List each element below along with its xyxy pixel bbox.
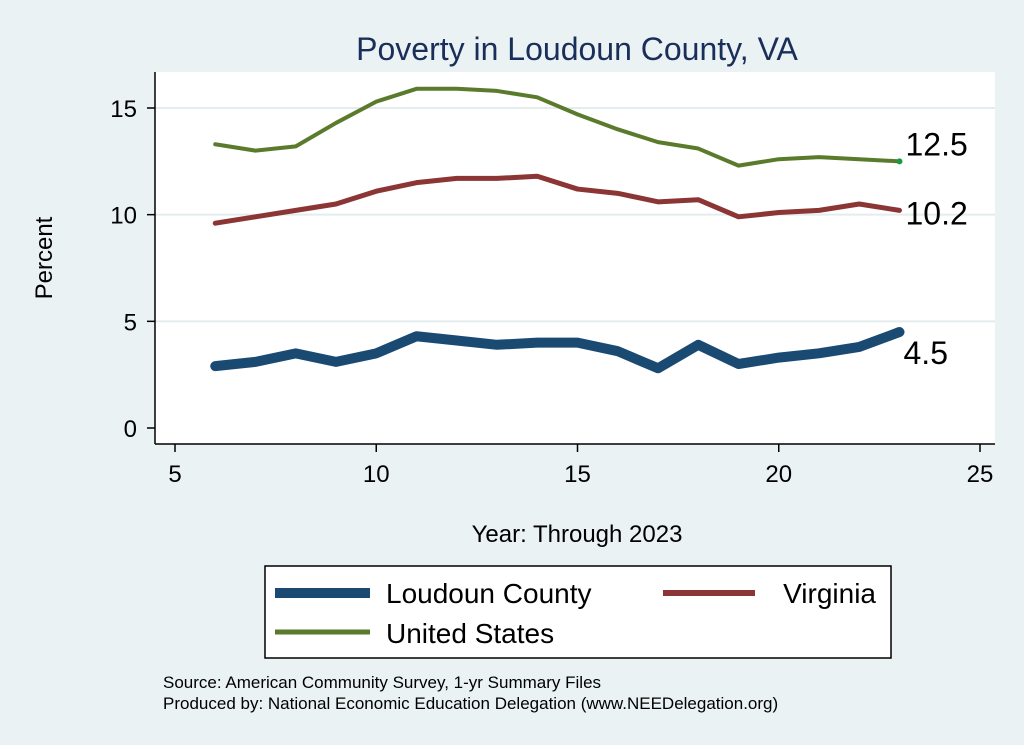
- source-note: Source: American Community Survey, 1-yr …: [163, 673, 601, 692]
- series-line-virginia: [212, 173, 902, 226]
- y-tick-label: 10: [110, 203, 137, 230]
- legend: Loudoun County Virginia United States: [264, 565, 892, 659]
- legend-label-loudoun: Loudoun County: [386, 578, 592, 609]
- y-ticks: 0 5 10 15: [110, 96, 155, 443]
- x-tick-label: 5: [168, 461, 181, 488]
- y-tick-label: 15: [110, 96, 137, 123]
- y-axis-label: Percent: [31, 216, 58, 299]
- end-label-virginia: 10.2: [906, 195, 968, 231]
- end-labels: 4.5 10.2 12.5: [904, 126, 968, 371]
- legend-label-virginia: Virginia: [783, 578, 876, 609]
- y-tick-label: 5: [124, 309, 137, 336]
- end-label-loudoun: 4.5: [904, 335, 948, 371]
- x-axis-label: Year: Through 2023: [472, 521, 683, 548]
- grid-lines: [155, 107, 995, 323]
- y-tick-label: 0: [124, 416, 137, 443]
- plot-area: [155, 72, 995, 444]
- x-ticks: 5 10 15 20 25: [168, 444, 993, 488]
- legend-box: [264, 565, 892, 659]
- series-line-loudoun: [210, 327, 905, 374]
- axes: [154, 72, 995, 445]
- x-tick-label: 15: [564, 461, 591, 488]
- series-end-point-us: [896, 158, 903, 165]
- chart-title: Poverty in Loudoun County, VA: [356, 31, 798, 67]
- producer-note: Produced by: National Economic Education…: [163, 694, 778, 713]
- x-tick-label: 20: [765, 461, 792, 488]
- series-line-us: [213, 86, 902, 168]
- x-tick-label: 10: [363, 461, 390, 488]
- x-tick-label: 25: [967, 461, 994, 488]
- series-group: [210, 86, 905, 374]
- legend-label-us: United States: [386, 618, 554, 649]
- end-label-us: 12.5: [906, 126, 968, 162]
